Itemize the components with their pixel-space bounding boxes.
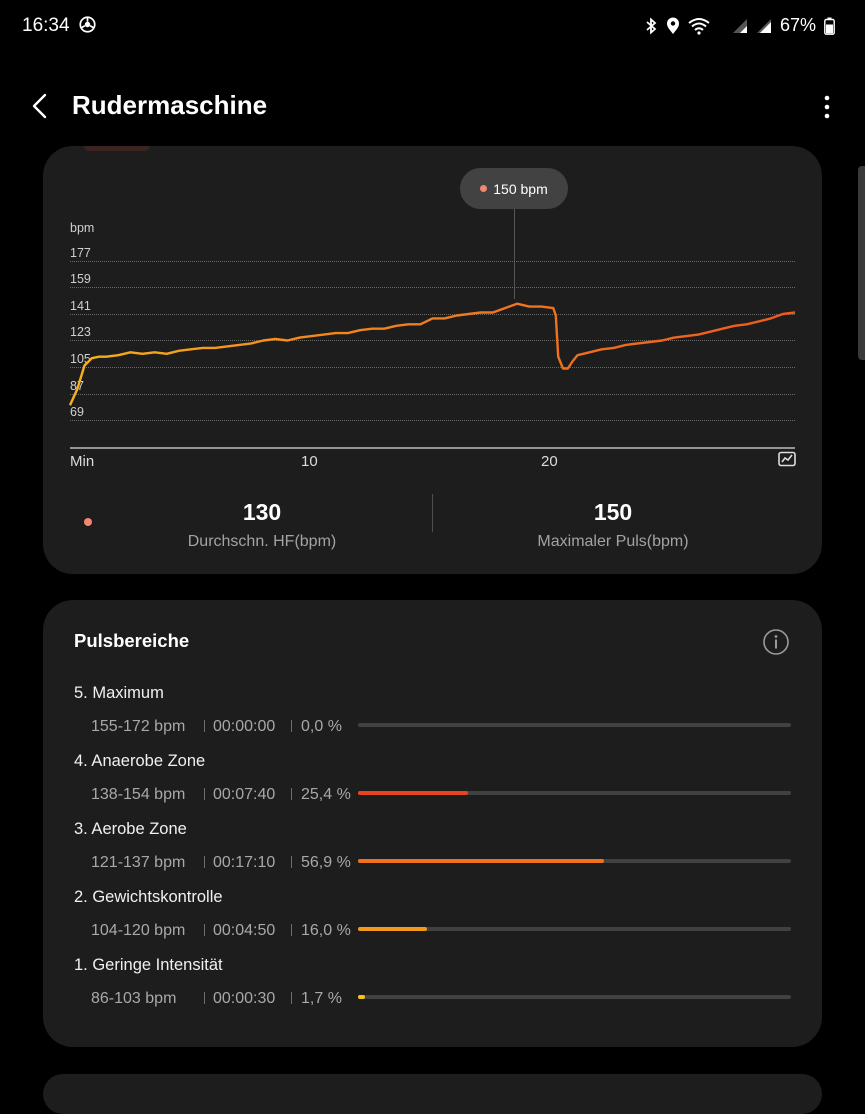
zone-name: 4. Anaerobe Zone: [74, 752, 206, 770]
status-time: 16:34: [22, 15, 96, 37]
more-options-button[interactable]: [817, 92, 837, 122]
chrome-icon: [79, 16, 96, 33]
scrollbar-thumb[interactable]: [858, 166, 865, 360]
zone-range: 155-172 bpm: [91, 718, 186, 735]
zone-percent: 25,4 %: [301, 786, 351, 803]
zone-percent: 1,7 %: [301, 990, 342, 1007]
clock-text: 16:34: [22, 15, 70, 36]
y-tick-label: 177: [70, 246, 91, 260]
back-button[interactable]: [28, 90, 58, 124]
y-gridline: [70, 314, 795, 315]
zone-progress-track: [358, 927, 791, 931]
next-card: [43, 1074, 822, 1114]
zone-progress-track: [358, 995, 791, 999]
y-gridline: [70, 261, 795, 262]
location-icon: [666, 17, 679, 34]
y-gridline: [70, 340, 795, 341]
wifi-icon: [688, 17, 710, 35]
zone-separator: [291, 720, 292, 732]
chart-tooltip: 150 bpm: [460, 168, 568, 209]
signal-icon: [732, 18, 747, 33]
bluetooth-icon: [646, 17, 657, 34]
zone-separator: [291, 856, 292, 868]
zone-name: 5. Maximum: [74, 684, 164, 702]
zone-range: 86-103 bpm: [91, 990, 177, 1007]
y-gridline: [70, 420, 795, 421]
back-arrow-icon: [32, 93, 47, 119]
zone-time: 00:04:50: [213, 922, 276, 939]
tooltip-dot: [480, 185, 488, 192]
zone-name: 3. Aerobe Zone: [74, 820, 187, 838]
y-gridline: [70, 287, 795, 288]
x-label-20: 20: [541, 453, 558, 470]
signal-icon: [756, 18, 771, 33]
zone-name: 2. Gewichtskontrolle: [74, 888, 223, 906]
x-label-10: 10: [301, 453, 318, 470]
zone-percent: 56,9 %: [301, 854, 351, 871]
page-title: Rudermaschine: [72, 90, 268, 120]
fullscreen-chart-icon[interactable]: [777, 450, 797, 468]
zone-progress-track: [358, 723, 791, 727]
card-peek-indicator: [84, 146, 150, 151]
max-hr-label: Maximaler Puls(bpm): [537, 533, 689, 550]
zone-range: 121-137 bpm: [91, 854, 186, 871]
zone-separator: [204, 992, 205, 1004]
zone-time: 00:00:30: [213, 990, 276, 1007]
zone-separator: [204, 856, 205, 868]
zone-separator: [204, 924, 205, 936]
y-tick-label: 141: [70, 299, 91, 313]
y-tick-label: 123: [70, 325, 91, 339]
battery-text: 67%: [779, 15, 816, 35]
y-tick-label: 159: [70, 272, 91, 286]
zone-separator: [291, 992, 292, 1004]
y-gridline: [70, 394, 795, 395]
zone-separator: [204, 720, 205, 732]
zone-separator: [291, 924, 292, 936]
y-tick-label: 105: [70, 352, 91, 366]
avg-hr-value: 130: [242, 499, 282, 525]
zone-progress-track: [358, 791, 791, 795]
zone-progress-fill: [358, 791, 468, 795]
zone-progress-fill: [358, 995, 366, 999]
more-vert-icon: [824, 95, 830, 119]
x-label-min: Min: [70, 453, 95, 470]
info-icon[interactable]: [762, 628, 790, 656]
zone-name: 1. Geringe Intensität: [74, 956, 223, 974]
max-hr-value: 150: [593, 499, 633, 525]
y-axis-unit: bpm: [70, 221, 95, 235]
zone-progress-fill: [358, 927, 428, 931]
legend-dot: [84, 518, 92, 526]
y-tick-label: 69: [70, 405, 84, 419]
heart-zones-card: [43, 600, 822, 1047]
stats-divider: [432, 494, 433, 532]
y-gridline: [70, 367, 795, 368]
tooltip-pointer-line: [514, 209, 515, 299]
zone-percent: 16,0 %: [301, 922, 351, 939]
zone-progress-track: [358, 859, 791, 863]
zone-progress-fill: [358, 859, 605, 863]
zones-title: Pulsbereiche: [74, 630, 190, 651]
heart-rate-chart[interactable]: [0, 0, 865, 480]
zone-range: 104-120 bpm: [91, 922, 186, 939]
heart-rate-line: [68, 302, 796, 406]
zone-percent: 0,0 %: [301, 718, 342, 735]
status-icons: 67%: [644, 15, 835, 36]
zone-time: 00:17:10: [213, 854, 276, 871]
zone-separator: [204, 788, 205, 800]
battery-icon: [824, 17, 835, 35]
zone-time: 00:00:00: [213, 718, 276, 735]
zone-time: 00:07:40: [213, 786, 276, 803]
avg-hr-label: Durchschn. HF(bpm): [187, 533, 337, 550]
zone-range: 138-154 bpm: [91, 786, 186, 803]
tooltip-text: 150 bpm: [493, 180, 548, 197]
zone-separator: [291, 788, 292, 800]
